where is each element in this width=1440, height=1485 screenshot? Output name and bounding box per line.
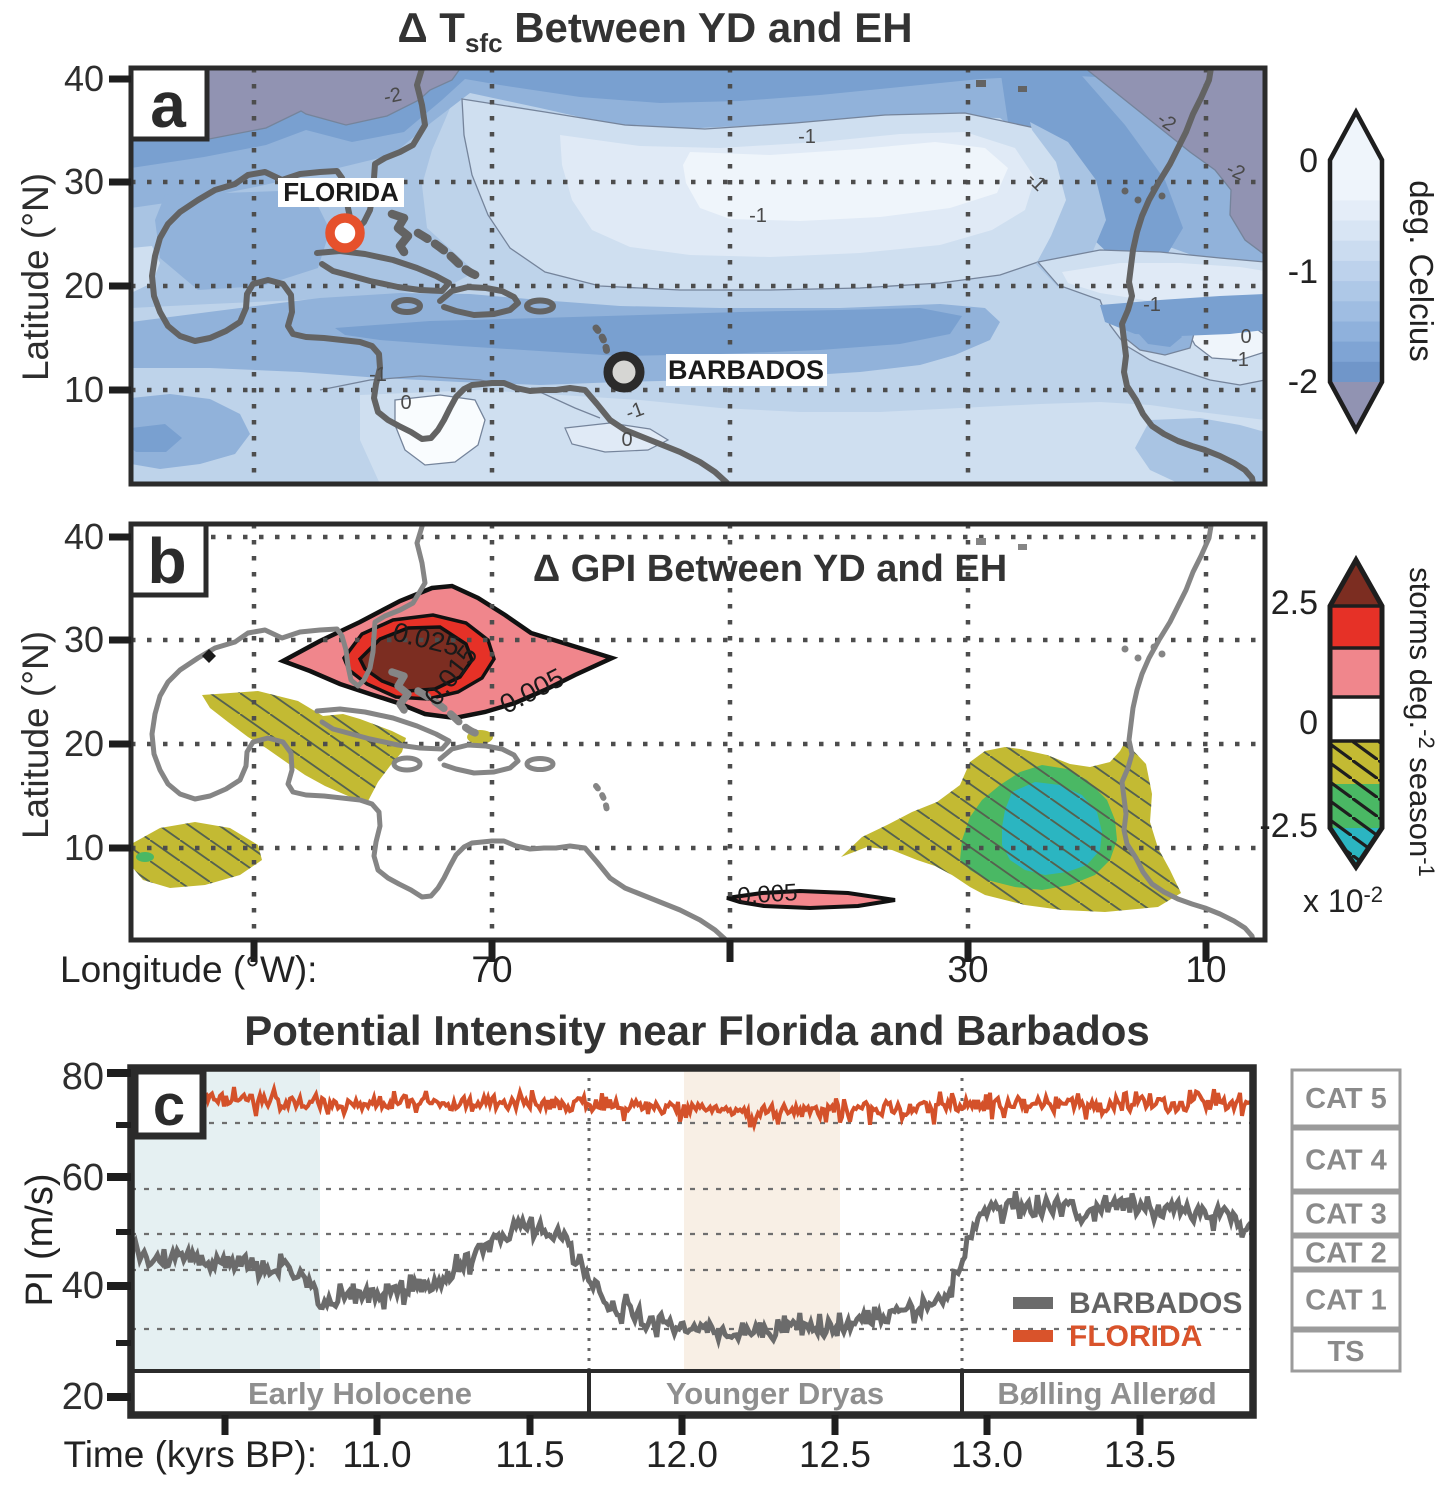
svg-text:20: 20 xyxy=(64,265,104,306)
svg-text:Potential Intensity near Flori: Potential Intensity near Florida and Bar… xyxy=(244,1007,1150,1054)
svg-text:40: 40 xyxy=(64,58,104,99)
svg-text:-1: -1 xyxy=(749,205,767,227)
svg-text:Time (kyrs BP):: Time (kyrs BP): xyxy=(63,1434,317,1475)
svg-text:BARBADOS: BARBADOS xyxy=(668,355,824,385)
svg-text:-1: -1 xyxy=(1231,349,1249,371)
svg-text:70: 70 xyxy=(471,949,512,990)
svg-text:30: 30 xyxy=(64,161,104,202)
svg-text:20: 20 xyxy=(62,1376,104,1418)
svg-text:Latitude (°N): Latitude (°N) xyxy=(15,173,56,381)
svg-text:2.5: 2.5 xyxy=(1271,584,1318,622)
svg-text:TS: TS xyxy=(1327,1336,1364,1368)
svg-text:0: 0 xyxy=(1299,704,1318,742)
svg-text:Δ Tsfc Between YD and EH: Δ Tsfc Between YD and EH xyxy=(397,4,912,58)
svg-text:11.0: 11.0 xyxy=(342,1434,411,1475)
svg-text:CAT 4: CAT 4 xyxy=(1305,1145,1387,1177)
svg-text:0: 0 xyxy=(1299,142,1318,180)
svg-text:-2.5: -2.5 xyxy=(1259,807,1318,845)
svg-text:40: 40 xyxy=(64,516,104,557)
svg-text:c: c xyxy=(153,1073,185,1138)
svg-text:30: 30 xyxy=(947,949,988,990)
svg-text:80: 80 xyxy=(62,1056,104,1098)
svg-text:20: 20 xyxy=(64,723,104,764)
svg-text:-1: -1 xyxy=(369,364,387,386)
svg-text:BARBADOS: BARBADOS xyxy=(1069,1287,1242,1320)
svg-text:Early Holocene: Early Holocene xyxy=(248,1376,472,1411)
svg-text:40: 40 xyxy=(62,1265,104,1307)
svg-text:-1: -1 xyxy=(1288,253,1318,291)
svg-text:FLORIDA: FLORIDA xyxy=(283,177,399,207)
svg-text:11.5: 11.5 xyxy=(495,1434,564,1475)
svg-text:FLORIDA: FLORIDA xyxy=(1069,1320,1202,1353)
svg-text:13.5: 13.5 xyxy=(1104,1434,1176,1475)
svg-text:0: 0 xyxy=(1240,326,1251,348)
svg-text:a: a xyxy=(150,69,186,141)
svg-text:Latitude (°N): Latitude (°N) xyxy=(15,631,56,839)
svg-text:CAT 2: CAT 2 xyxy=(1305,1238,1387,1270)
svg-text:0: 0 xyxy=(621,429,632,451)
svg-text:12.5: 12.5 xyxy=(799,1434,871,1475)
svg-text:x 10-2: x 10-2 xyxy=(1303,882,1383,919)
svg-text:-1: -1 xyxy=(798,126,816,148)
svg-text:-1: -1 xyxy=(1143,294,1161,316)
svg-text:deg. Celcius: deg. Celcius xyxy=(1403,180,1440,362)
svg-text:Δ GPI Between YD and EH: Δ GPI Between YD and EH xyxy=(533,548,1007,590)
svg-text:10: 10 xyxy=(64,827,104,868)
svg-text:Longitude (°W):: Longitude (°W): xyxy=(60,949,317,990)
svg-text:b: b xyxy=(147,525,186,597)
svg-text:10: 10 xyxy=(64,369,104,410)
svg-text:60: 60 xyxy=(62,1157,104,1199)
svg-text:30: 30 xyxy=(64,619,104,660)
svg-text:CAT 1: CAT 1 xyxy=(1305,1285,1387,1317)
svg-text:12.0: 12.0 xyxy=(646,1434,718,1475)
svg-text:Bølling Allerød: Bølling Allerød xyxy=(997,1376,1216,1411)
svg-text:13.0: 13.0 xyxy=(951,1434,1023,1475)
svg-text:CAT 5: CAT 5 xyxy=(1305,1083,1387,1115)
svg-text:0: 0 xyxy=(400,392,411,414)
svg-text:-2: -2 xyxy=(382,84,404,109)
svg-text:storms deg.-2 season-1: storms deg.-2 season-1 xyxy=(1403,567,1439,877)
svg-text:Younger Dryas: Younger Dryas xyxy=(666,1376,884,1411)
svg-text:CAT 3: CAT 3 xyxy=(1305,1199,1387,1231)
svg-text:PI (m/s): PI (m/s) xyxy=(19,1174,61,1307)
svg-text:10: 10 xyxy=(1185,949,1226,990)
svg-text:0.005: 0.005 xyxy=(737,879,799,910)
svg-text:-2: -2 xyxy=(1288,363,1318,401)
